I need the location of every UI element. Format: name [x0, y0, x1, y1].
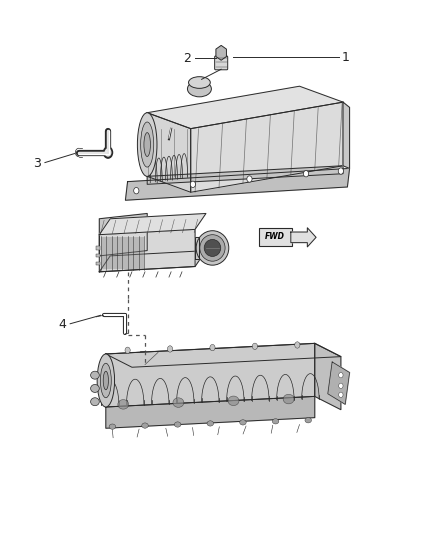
Polygon shape	[106, 343, 341, 367]
Ellipse shape	[240, 419, 246, 425]
Ellipse shape	[188, 77, 210, 88]
FancyBboxPatch shape	[101, 237, 144, 269]
Circle shape	[105, 148, 112, 157]
Bar	[96, 262, 100, 265]
Polygon shape	[328, 362, 350, 405]
Ellipse shape	[196, 231, 229, 265]
Text: 3: 3	[33, 157, 41, 169]
Ellipse shape	[187, 81, 212, 97]
Polygon shape	[195, 237, 199, 259]
Circle shape	[103, 146, 113, 159]
Circle shape	[339, 392, 343, 398]
Ellipse shape	[138, 113, 157, 176]
Text: 2: 2	[183, 52, 191, 64]
Ellipse shape	[272, 419, 279, 424]
Ellipse shape	[283, 394, 294, 404]
Ellipse shape	[200, 235, 225, 261]
Polygon shape	[99, 214, 147, 256]
Polygon shape	[99, 214, 206, 235]
Ellipse shape	[118, 400, 129, 409]
Ellipse shape	[144, 133, 150, 157]
Circle shape	[134, 188, 139, 194]
Ellipse shape	[97, 354, 115, 407]
Polygon shape	[99, 251, 206, 272]
Ellipse shape	[91, 384, 99, 392]
Ellipse shape	[204, 239, 221, 256]
FancyBboxPatch shape	[215, 56, 228, 70]
Polygon shape	[291, 228, 316, 247]
Polygon shape	[147, 113, 191, 192]
Ellipse shape	[228, 396, 239, 406]
FancyBboxPatch shape	[258, 228, 292, 246]
Ellipse shape	[141, 122, 154, 167]
Ellipse shape	[91, 371, 99, 379]
Text: 1: 1	[342, 51, 350, 63]
Circle shape	[339, 373, 343, 378]
Ellipse shape	[207, 421, 214, 426]
Circle shape	[295, 342, 300, 348]
Circle shape	[210, 344, 215, 351]
Ellipse shape	[91, 398, 99, 406]
Ellipse shape	[100, 364, 111, 398]
Circle shape	[247, 176, 252, 182]
Polygon shape	[315, 343, 341, 410]
Polygon shape	[147, 166, 343, 184]
Text: 4: 4	[58, 318, 66, 332]
Ellipse shape	[103, 371, 109, 390]
Bar	[96, 246, 100, 249]
Polygon shape	[147, 86, 343, 128]
Circle shape	[252, 343, 258, 350]
Polygon shape	[191, 102, 343, 192]
Circle shape	[125, 347, 130, 353]
Ellipse shape	[305, 418, 311, 423]
Circle shape	[304, 171, 309, 177]
Text: FWD: FWD	[265, 232, 285, 241]
Polygon shape	[106, 343, 315, 407]
Circle shape	[339, 383, 343, 389]
Polygon shape	[343, 102, 350, 168]
Ellipse shape	[174, 422, 181, 427]
Ellipse shape	[173, 398, 184, 407]
Circle shape	[167, 346, 173, 352]
Polygon shape	[106, 397, 315, 428]
Circle shape	[338, 168, 343, 174]
Polygon shape	[125, 168, 350, 200]
Ellipse shape	[109, 424, 116, 429]
Ellipse shape	[142, 423, 148, 428]
Polygon shape	[99, 229, 195, 272]
Bar	[96, 254, 100, 257]
Circle shape	[190, 181, 195, 188]
